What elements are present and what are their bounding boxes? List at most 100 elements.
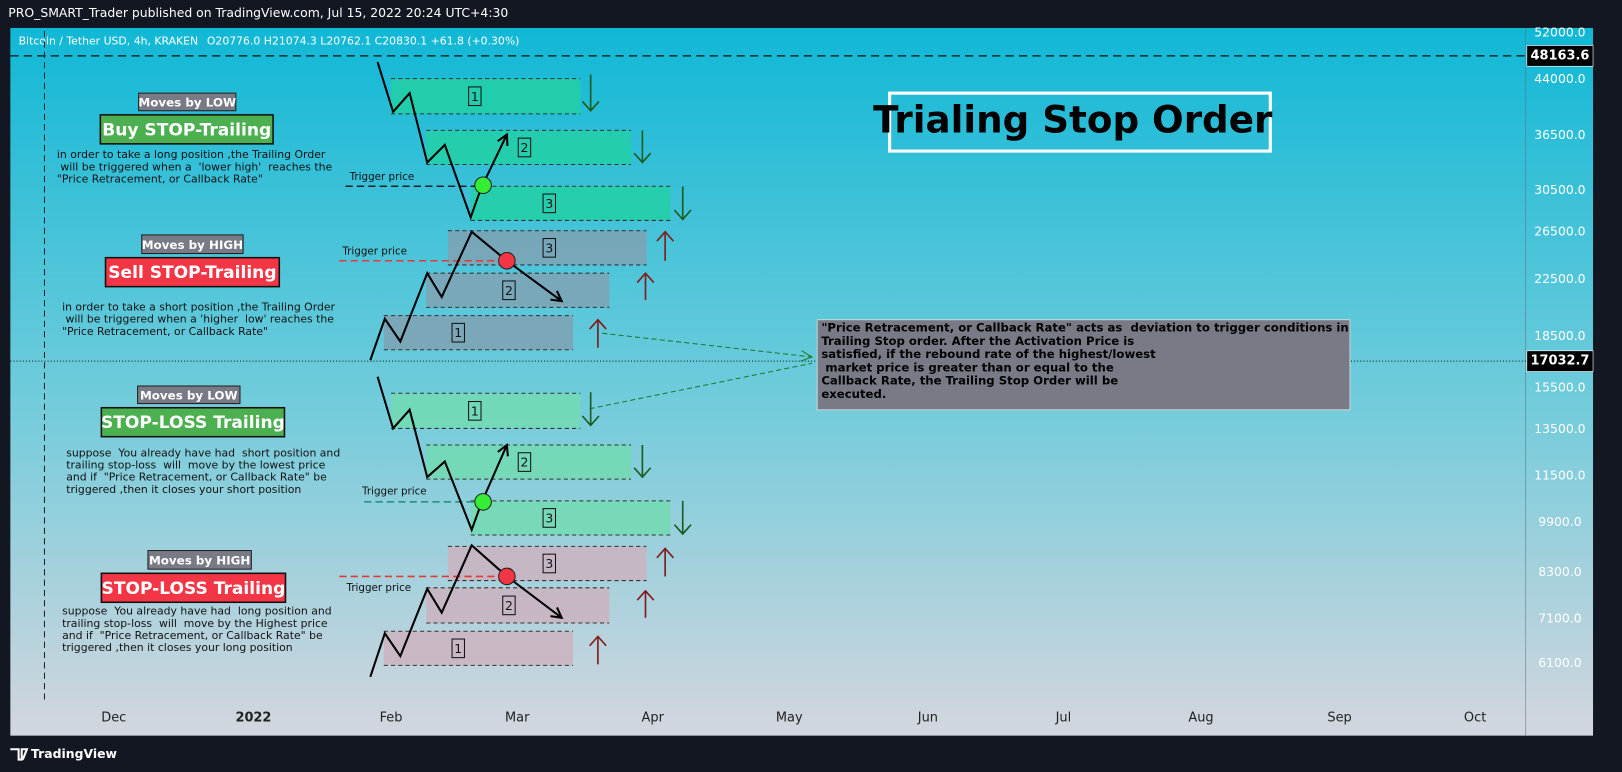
connector — [589, 362, 813, 410]
info-line: Callback Rate, the Trailing Stop Order w… — [821, 374, 1118, 388]
zone-number-box — [451, 638, 465, 659]
trigger-point — [474, 493, 492, 511]
price-label: 6100.0 — [1538, 655, 1582, 670]
heading: Buy STOP-Trailing — [102, 120, 271, 140]
description-line: suppose You already have had short posit… — [66, 446, 340, 459]
heading: STOP-LOSS Trailing — [101, 413, 285, 433]
description-line: in order to take a short position ,the T… — [62, 300, 335, 313]
info-line: satisfied, if the rebound rate of the hi… — [821, 347, 1156, 361]
description-line: suppose You already have had long positi… — [62, 605, 332, 618]
price-label: 15500.0 — [1534, 380, 1585, 395]
symbol-name: Bitcoin / Tether USD, 4h, KRAKEN — [19, 34, 199, 47]
time-label: May — [776, 711, 803, 726]
price-label: 52000.0 — [1534, 25, 1585, 40]
zone-number-box — [542, 238, 557, 258]
zone-box — [470, 186, 671, 221]
info-line: "Price Retracement, or Callback Rate" ac… — [821, 321, 1348, 335]
description-line: and if "Price Retracement, or Callback R… — [62, 629, 323, 642]
direction-arrow-head — [581, 100, 600, 112]
time-label: Aug — [1188, 711, 1213, 726]
direction-arrow-head — [673, 524, 692, 536]
time-label: 2022 — [235, 711, 271, 726]
time-label: Dec — [101, 711, 126, 726]
heading: Sell STOP-Trailing — [108, 263, 276, 283]
trigger-point — [498, 251, 516, 270]
zone-number-box — [542, 553, 557, 574]
zone-number-box — [517, 137, 532, 158]
description-line: trailing stop-loss will move by the lowe… — [66, 458, 325, 471]
time-label: Oct — [1464, 711, 1486, 726]
direction-arrow-head — [636, 271, 655, 284]
trigger-point — [474, 176, 492, 195]
zone-number-box — [468, 401, 482, 421]
description-line: will be triggered when a 'higher low' re… — [62, 313, 334, 326]
zone-box — [391, 78, 581, 114]
zone-box — [426, 273, 610, 308]
zone-number: 2 — [505, 283, 513, 298]
price-label: 7100.0 — [1538, 610, 1582, 625]
direction-arrow-head — [656, 230, 675, 242]
tag-box — [137, 385, 241, 405]
zone-number: 3 — [545, 510, 553, 525]
price-path-head — [550, 290, 564, 303]
zone-number: 1 — [471, 403, 479, 418]
time-label: Mar — [505, 711, 530, 726]
price-label: 36500.0 — [1534, 127, 1585, 142]
description-line: triggered ,then it closes your short pos… — [66, 483, 301, 496]
zone-number: 3 — [545, 556, 553, 571]
heading-box — [100, 406, 286, 438]
title-box — [888, 91, 1272, 153]
price-badge-label: 17032.7 — [1531, 354, 1590, 369]
direction-arrow-head — [589, 635, 607, 647]
zone-box — [383, 631, 574, 666]
price-label: 18500.0 — [1534, 328, 1585, 343]
direction-arrow-head — [656, 547, 675, 559]
zone-number: 1 — [454, 641, 462, 656]
zone-number: 1 — [471, 89, 479, 104]
zone-box — [383, 315, 574, 350]
symbol-ohlc: O20776.0 H21074.3 L20762.1 C20830.1 +61.… — [207, 34, 520, 47]
description-line: and if "Price Retracement, or Callback R… — [66, 471, 327, 484]
price-badge — [1526, 45, 1594, 67]
trigger-label: Trigger price — [341, 245, 407, 257]
tag-box — [147, 550, 252, 570]
brand-logo — [10, 748, 29, 761]
price-badge — [1526, 350, 1594, 372]
trigger-label: Trigger price — [361, 486, 427, 498]
tag-label: Moves by LOW — [138, 95, 236, 109]
zone-number: 1 — [454, 325, 462, 340]
info-line: market price is greater than or equal to… — [821, 360, 1113, 374]
price-path-head — [497, 132, 509, 146]
zone-number: 3 — [545, 196, 553, 211]
brand: TradingView — [31, 746, 117, 761]
tag-box — [138, 92, 237, 112]
publisher-line: PRO_SMART_Trader published on TradingVie… — [8, 5, 508, 20]
direction-arrow-head — [636, 589, 655, 601]
heading-box — [99, 114, 274, 145]
zone-box — [426, 587, 610, 623]
description-line: will be triggered when a 'lower high' re… — [57, 160, 333, 173]
time-label: Sep — [1327, 711, 1351, 726]
info-box — [816, 319, 1351, 411]
zone-box — [426, 444, 632, 480]
info-line: Trailing Stop order. After the Activatio… — [821, 334, 1134, 348]
zone-box — [447, 546, 647, 581]
direction-arrow-head — [589, 318, 607, 330]
tag-label: Moves by HIGH — [149, 553, 250, 567]
direction-arrow-head — [633, 467, 652, 479]
heading-box — [100, 572, 287, 604]
trigger-label: Trigger price — [346, 582, 412, 594]
trigger-point — [498, 567, 516, 586]
direction-arrow-head — [673, 209, 692, 221]
direction-arrow-head — [581, 415, 600, 427]
zone-number-box — [542, 193, 557, 214]
price-label: 11500.0 — [1534, 468, 1585, 483]
direction-arrow-head — [633, 152, 652, 164]
zone-number: 2 — [521, 455, 529, 470]
heading-box — [104, 256, 281, 288]
price-label: 30500.0 — [1534, 182, 1585, 197]
zone-number-box — [502, 280, 516, 301]
connector-head — [800, 350, 814, 362]
title: Trialing Stop Order — [873, 98, 1273, 142]
zone-number-box — [502, 595, 516, 616]
